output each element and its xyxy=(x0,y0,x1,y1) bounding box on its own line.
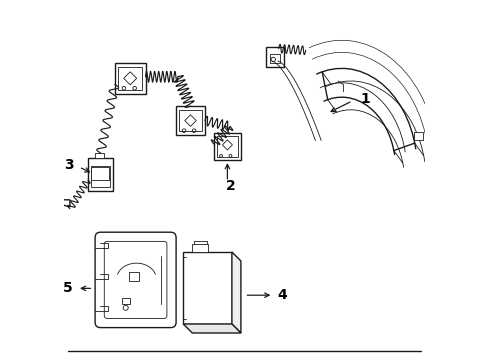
Text: 3: 3 xyxy=(64,158,73,172)
Text: 5: 5 xyxy=(63,282,73,295)
Bar xyxy=(176,106,204,135)
Polygon shape xyxy=(183,324,241,333)
Polygon shape xyxy=(222,140,232,150)
Polygon shape xyxy=(184,115,196,126)
Text: 4: 4 xyxy=(276,288,286,302)
Polygon shape xyxy=(57,200,70,207)
Bar xyxy=(95,153,104,158)
Bar xyxy=(269,54,280,63)
Text: 1: 1 xyxy=(360,92,369,105)
Bar xyxy=(183,252,231,324)
Bar xyxy=(122,298,130,304)
Bar xyxy=(88,158,113,191)
Bar xyxy=(413,132,422,140)
Bar xyxy=(118,67,142,90)
Polygon shape xyxy=(231,252,241,333)
Bar xyxy=(265,47,284,67)
Text: 2: 2 xyxy=(225,179,235,193)
Bar xyxy=(192,244,208,252)
Bar xyxy=(129,272,139,281)
FancyBboxPatch shape xyxy=(95,232,176,328)
Bar xyxy=(213,133,241,160)
Bar xyxy=(91,167,109,180)
Bar xyxy=(115,63,145,94)
FancyBboxPatch shape xyxy=(104,242,166,318)
Polygon shape xyxy=(123,72,137,85)
Bar xyxy=(216,136,238,157)
Bar xyxy=(179,110,202,131)
Bar xyxy=(91,166,110,187)
